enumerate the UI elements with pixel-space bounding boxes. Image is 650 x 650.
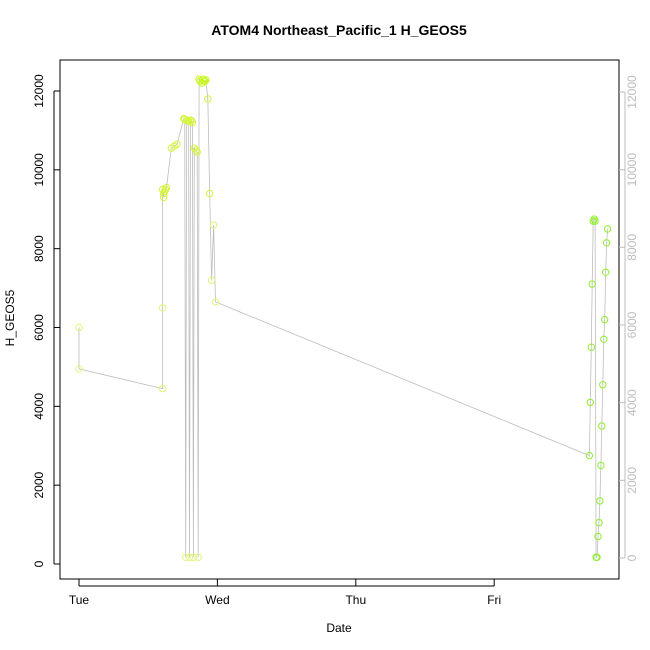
data-point — [209, 221, 218, 229]
data-point — [189, 553, 198, 561]
series-line — [78, 78, 608, 558]
y-axis-left: 0 2000 4000 6000 8000 10000 12000 — [32, 74, 60, 567]
y-tick-label: 6000 — [32, 314, 46, 341]
y-right-tick-label: 10000 — [625, 153, 639, 187]
data-point — [596, 497, 604, 505]
data-point — [193, 148, 201, 156]
chart-title: ATOM4 Northeast_Pacific_1 H_GEOS5 — [211, 22, 467, 38]
data-point — [586, 398, 594, 407]
connecting-lines — [78, 78, 608, 558]
data-point — [158, 185, 167, 194]
x-tick-label: Tue — [69, 593, 90, 607]
x-axis: Tue Wed Thu Fri — [69, 579, 501, 607]
data-point — [188, 118, 197, 127]
y-tick-label: 12000 — [32, 74, 46, 108]
data-point — [602, 239, 611, 247]
y-right-tick-label: 2000 — [625, 467, 639, 494]
plot-frame — [59, 59, 620, 580]
data-point — [158, 384, 167, 393]
x-tick-label: Wed — [205, 593, 229, 607]
y-axis-right: 0 2000 4000 6000 8000 10000 12000 — [619, 75, 639, 561]
y-tick-label: 2000 — [32, 471, 46, 498]
y-right-tick-label: 8000 — [625, 234, 639, 261]
y-right-tick-label: 4000 — [625, 389, 639, 416]
data-point — [598, 422, 606, 430]
data-point — [593, 553, 601, 561]
data-point — [603, 225, 612, 233]
data-point — [602, 268, 610, 276]
data-point — [588, 280, 596, 288]
data-point — [182, 553, 190, 561]
data-point — [173, 140, 181, 148]
data-point — [595, 518, 603, 527]
data-point — [207, 276, 216, 284]
data-point — [158, 304, 167, 312]
data-point — [75, 323, 83, 332]
data-point — [201, 77, 209, 85]
y-tick-label: 4000 — [32, 393, 46, 420]
data-point — [183, 116, 192, 124]
data-point — [600, 335, 608, 343]
data-point — [585, 451, 594, 460]
data-point — [594, 532, 602, 541]
x-tick-label: Thu — [345, 593, 366, 607]
data-point — [162, 183, 171, 192]
y-right-tick-label: 12000 — [625, 75, 639, 109]
data-point — [211, 298, 220, 306]
data-point — [591, 217, 599, 225]
data-point — [75, 365, 83, 373]
y-axis-label: H_GEOS5 — [3, 289, 17, 346]
data-points — [75, 75, 612, 561]
data-point — [587, 343, 595, 351]
x-axis-label: Date — [326, 621, 352, 635]
y-right-tick-label: 6000 — [625, 311, 639, 338]
data-point — [185, 553, 194, 561]
x-tick-label: Fri — [487, 593, 501, 607]
y-right-tick-label: 0 — [625, 554, 639, 561]
y-tick-label: 10000 — [32, 153, 46, 187]
y-tick-label: 0 — [32, 560, 46, 567]
data-point — [599, 381, 607, 389]
data-point — [597, 461, 605, 470]
data-point — [601, 315, 609, 324]
y-tick-label: 8000 — [32, 235, 46, 262]
data-point — [194, 553, 202, 561]
data-point — [206, 189, 214, 198]
data-point — [202, 76, 210, 84]
data-point — [204, 95, 212, 103]
